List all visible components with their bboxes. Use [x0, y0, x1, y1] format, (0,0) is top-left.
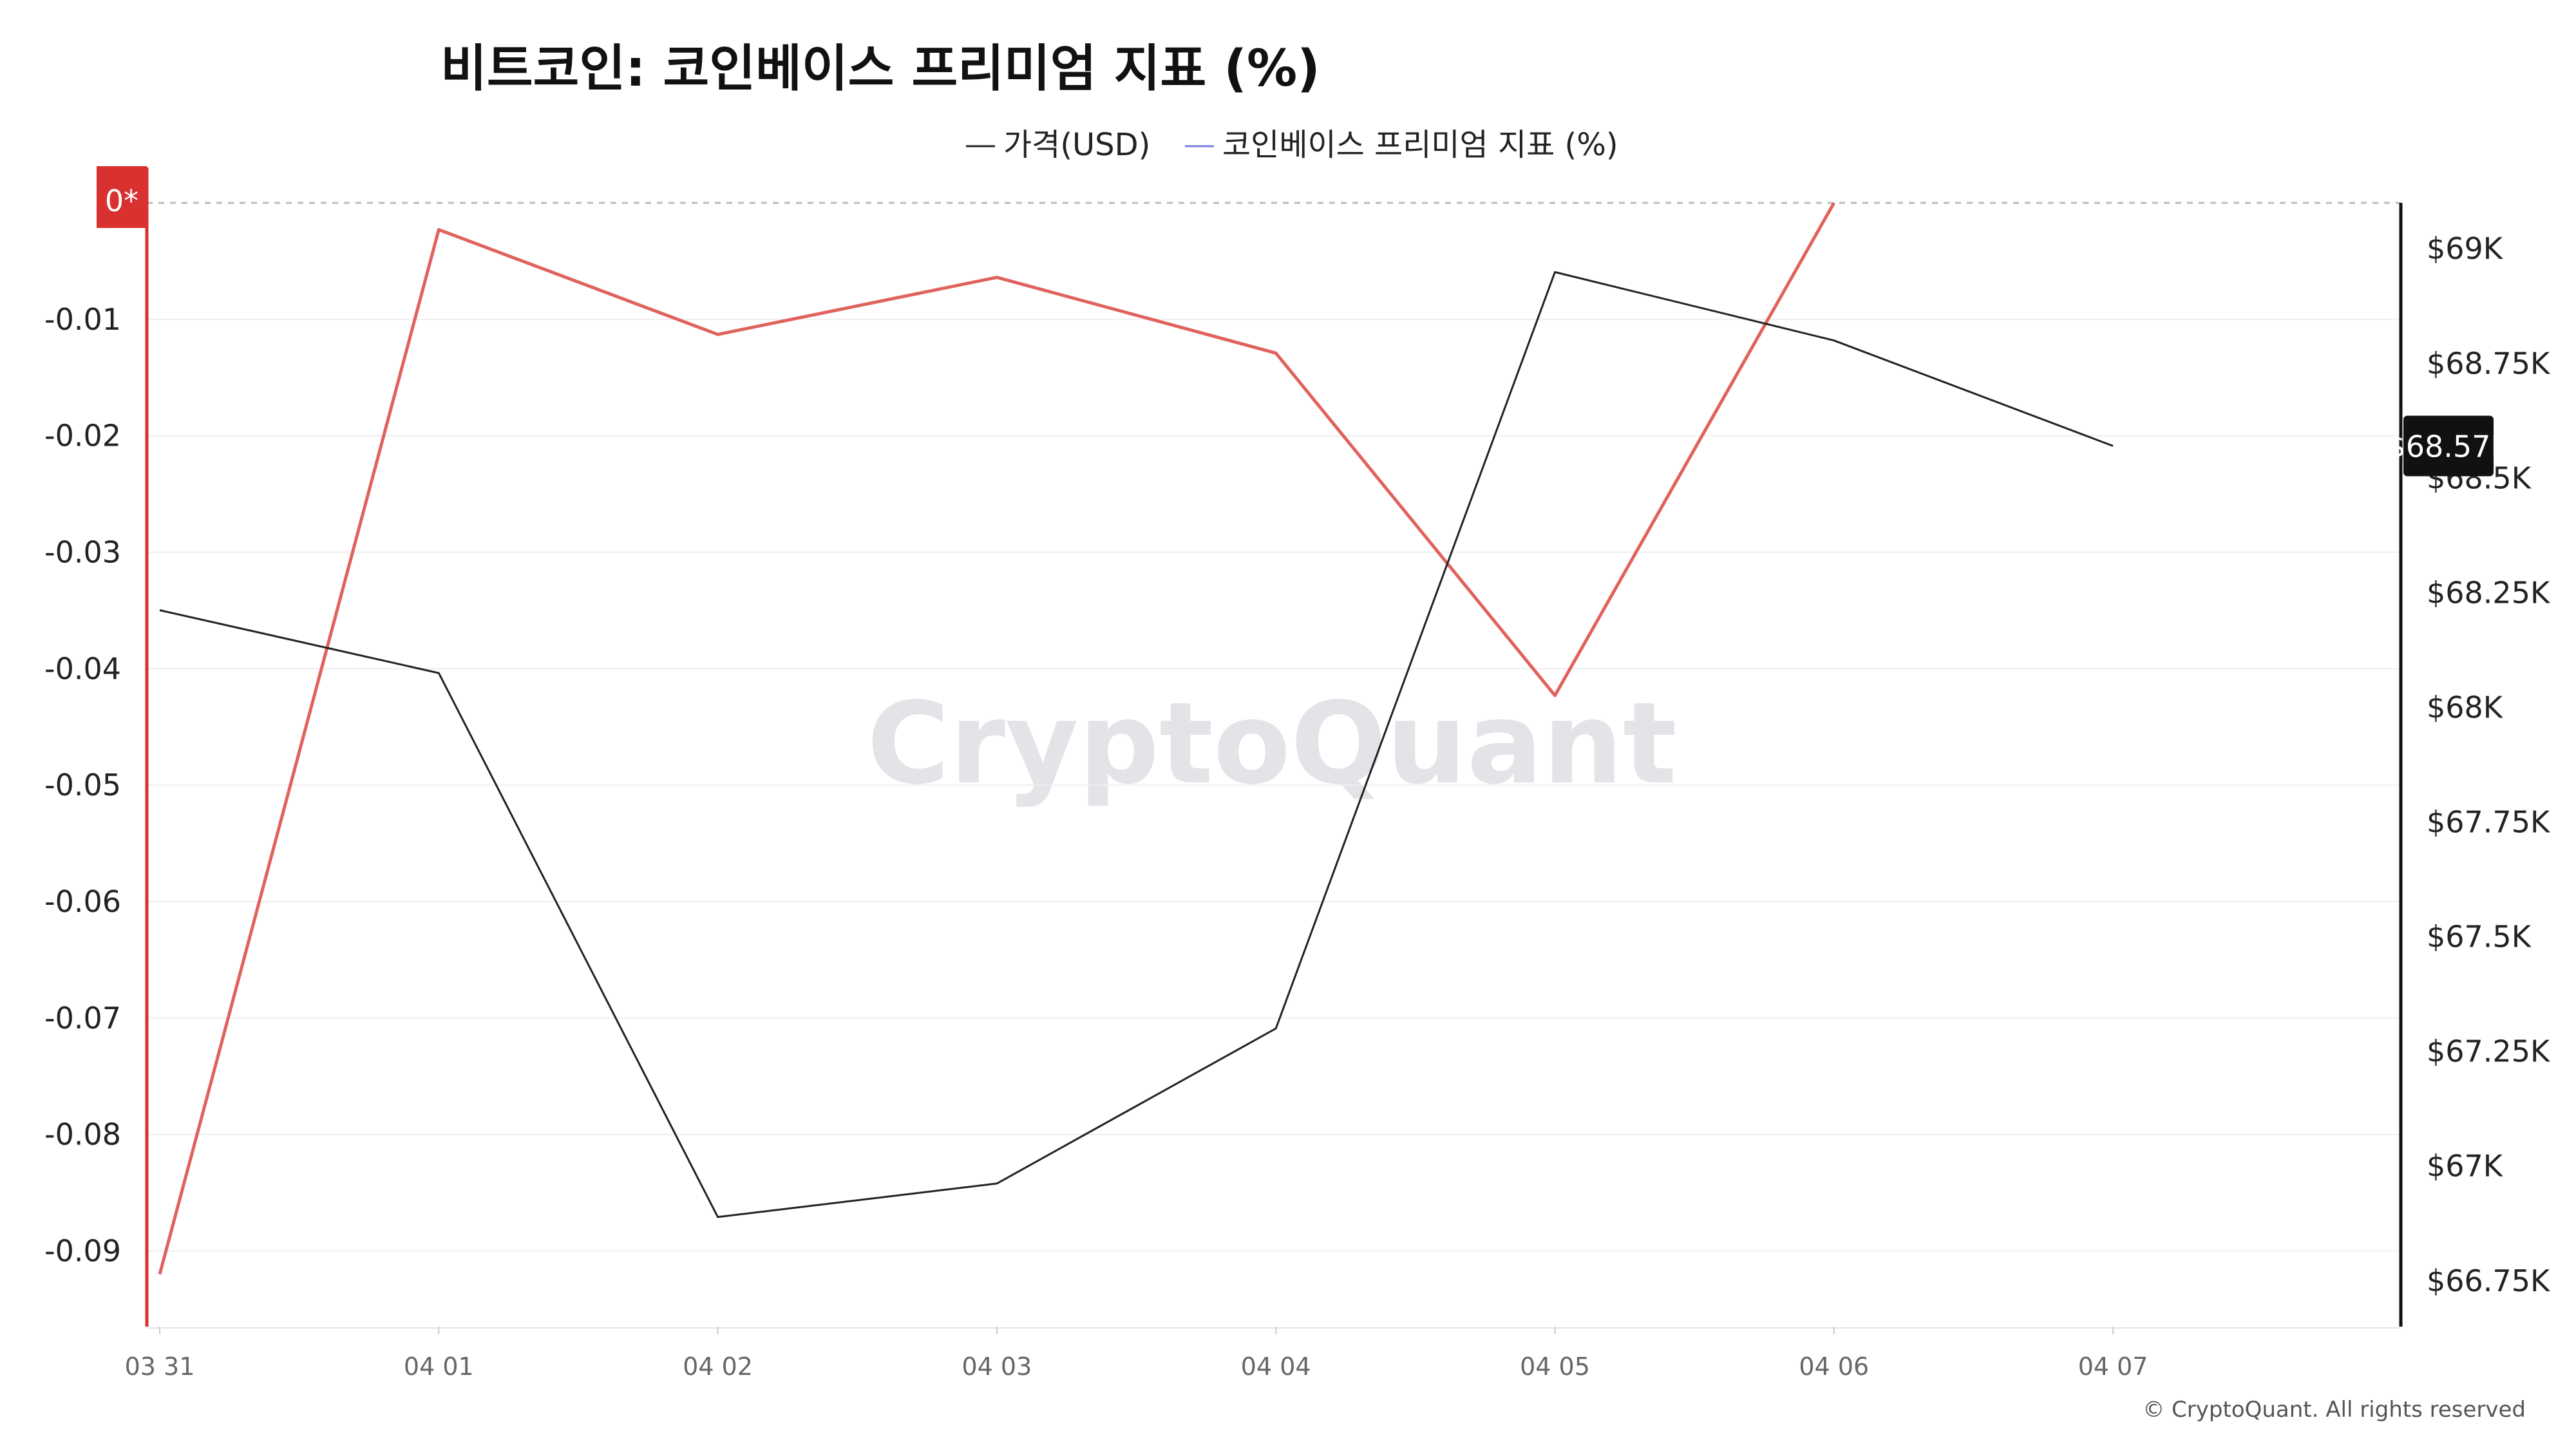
right-tick-label: $66.75K	[2427, 1264, 2551, 1298]
axes	[145, 167, 2403, 1329]
left-tick-label: -0.07	[44, 1001, 121, 1036]
x-axis-ticks: 03 31 04 01 04 02 04 03 04 04 04 05 04 06 04 07	[125, 1327, 2148, 1381]
left-tick-label: -0.02	[44, 419, 121, 453]
left-tick-label: -0.09	[44, 1233, 121, 1268]
right-tick-label: $67.75K	[2427, 805, 2551, 840]
copyright: © CryptoQuant. All rights reserved	[2143, 1397, 2526, 1423]
x-tick-label: 04 01	[404, 1352, 474, 1381]
x-tick-label: 03 31	[125, 1352, 195, 1381]
current-price-badge	[2403, 415, 2494, 477]
chart-title: 비트코인: 코인베이스 프리미엄 지표 (%)	[440, 40, 1320, 98]
left-tick-label: -0.05	[44, 768, 121, 802]
axis-badges: 0* $68.57K	[97, 166, 2511, 477]
x-tick-label: 04 06	[1799, 1352, 1869, 1381]
left-tick-label: -0.06	[44, 884, 121, 919]
price-series-line	[159, 271, 2114, 1218]
right-tick-label: $68K	[2427, 690, 2504, 724]
left-tick-label: -0.04	[44, 651, 121, 686]
premium-series-line	[158, 202, 1835, 1275]
x-tick-label: 04 05	[1520, 1352, 1590, 1381]
right-tick-label: $67K	[2427, 1149, 2504, 1184]
left-tick-label: -0.01	[44, 302, 121, 337]
series-lines	[158, 202, 2114, 1275]
x-tick-label: 04 04	[1241, 1352, 1311, 1381]
zero-badge	[97, 166, 147, 228]
x-tick-label: 04 02	[683, 1352, 753, 1381]
right-axis-ticks: $69K$68.75K$68.5K$68.25K$68K$67.75K$67.5…	[2427, 231, 2551, 1298]
x-tick-label: 04 03	[962, 1352, 1032, 1381]
right-tick-label: $68.75K	[2427, 346, 2551, 381]
left-tick-label: -0.03	[44, 535, 121, 569]
legend-price-label: 가격(USD)	[1003, 127, 1150, 163]
grid	[147, 202, 2401, 1252]
watermark: CryptoQuant	[867, 679, 1677, 810]
right-tick-label: $69K	[2427, 231, 2504, 266]
current-price-label: $68.57K	[2387, 429, 2511, 464]
right-tick-label: $67.5K	[2427, 920, 2532, 954]
legend: 가격(USD) 코인베이스 프리미엄 지표 (%)	[966, 127, 1618, 163]
right-tick-label: $67.25K	[2427, 1034, 2551, 1069]
left-axis-ticks: -0.01 -0.02 -0.03 -0.04 -0.05 -0.06 -0.07 -0.08…	[44, 302, 121, 1269]
legend-premium-label: 코인베이스 프리미엄 지표 (%)	[1222, 127, 1618, 163]
x-tick-label: 04 07	[2078, 1352, 2148, 1381]
right-tick-label: $68.25K	[2427, 575, 2551, 610]
zero-badge-label: 0*	[105, 184, 138, 218]
left-tick-label: -0.08	[44, 1117, 121, 1152]
